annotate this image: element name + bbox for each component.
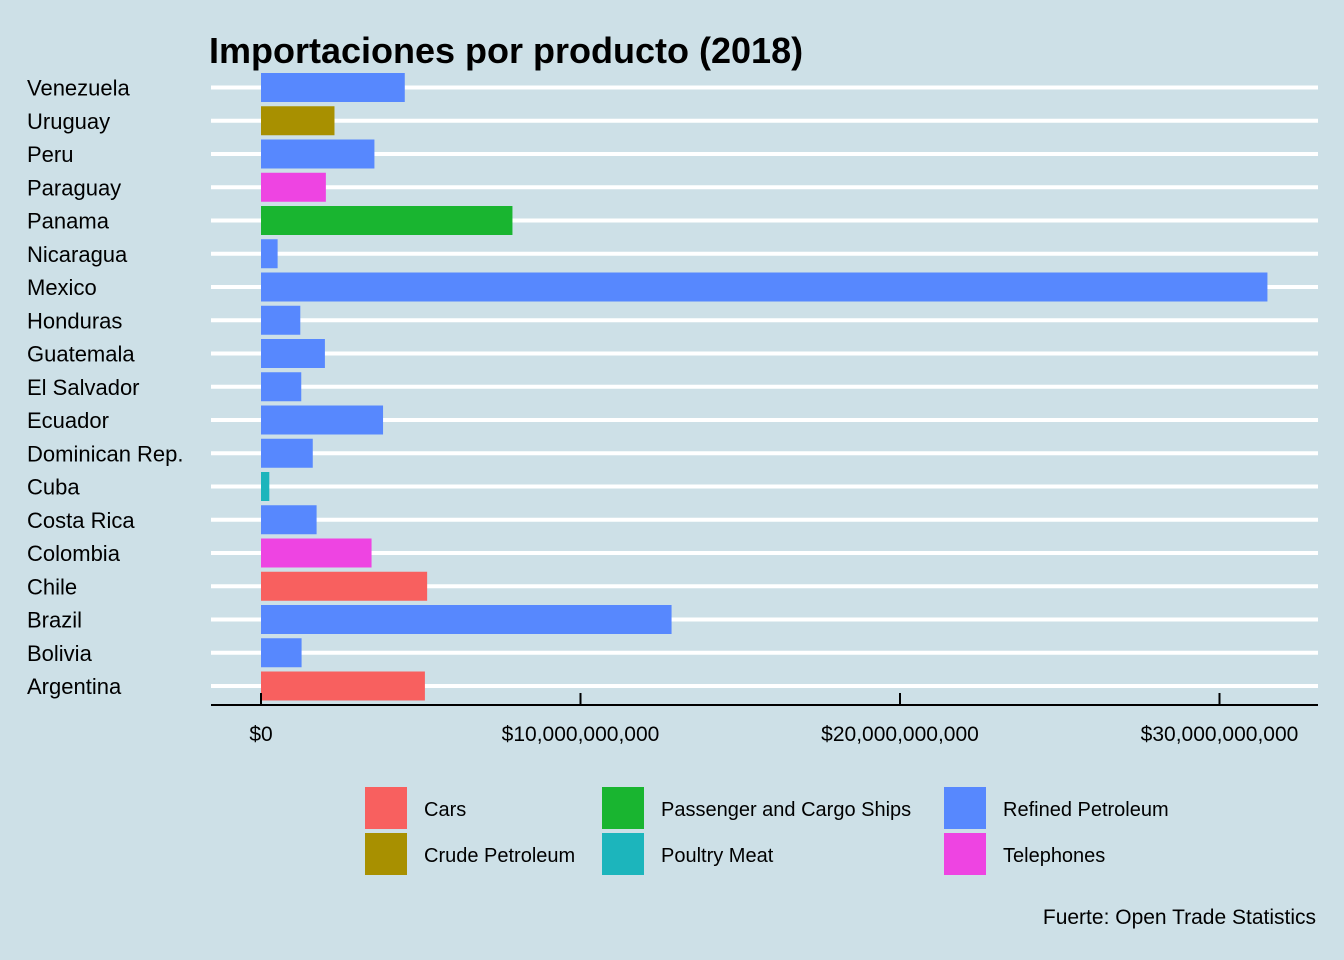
bar-guatemala (261, 339, 325, 368)
legend-swatch-refined-petroleum (944, 787, 986, 829)
legend-swatch-poultry-meat (602, 833, 644, 875)
bar-el-salvador (261, 372, 302, 402)
category-label-panama: Panama (27, 209, 110, 234)
legend-label-telephones: Telephones (1003, 845, 1105, 867)
bar-argentina (261, 671, 425, 701)
legend-swatch-crude-petroleum (365, 833, 407, 875)
category-label-ecuador: Ecuador (27, 408, 109, 433)
legend-label-crude-petroleum: Crude Petroleum (424, 845, 575, 867)
category-label-uruguay: Uruguay (27, 109, 110, 134)
legend-swatch-telephones (944, 833, 986, 875)
chart-caption: Fuerte: Open Trade Statistics (1043, 906, 1316, 929)
bar-cuba (261, 472, 270, 501)
category-labels: Venezuela Uruguay Peru Paraguay Panama Nicara… (27, 76, 184, 700)
legend-swatch-cars (365, 787, 407, 829)
category-label-nicaragua: Nicaragua (27, 242, 128, 267)
category-label-peru: Peru (27, 142, 73, 167)
bar-chile (261, 571, 428, 601)
bar-layer (261, 73, 1268, 701)
category-label-honduras: Honduras (27, 308, 122, 333)
legend-label-cars: Cars (424, 799, 466, 821)
category-label-guatemala: Guatemala (27, 342, 135, 367)
chart-title: Importaciones por producto (2018) (209, 30, 803, 71)
category-label-colombia: Colombia (27, 541, 121, 566)
category-label-venezuela: Venezuela (27, 76, 131, 101)
bar-panama (261, 206, 513, 235)
bar-nicaragua (261, 239, 278, 269)
category-label-mexico: Mexico (27, 275, 97, 300)
bar-bolivia (261, 638, 302, 668)
legend-label-poultry-meat: Poultry Meat (661, 845, 774, 867)
x-axis-ticks: $0 $10,000,000,000 $20,000,000,000 $30,000,… (249, 693, 1298, 746)
x-tick-label-2: $20,000,000,000 (821, 723, 979, 746)
bar-mexico (261, 272, 1268, 302)
category-label-cuba: Cuba (27, 475, 80, 500)
bar-uruguay (261, 106, 335, 136)
bar-honduras (261, 305, 301, 335)
category-label-bolivia: Bolivia (27, 641, 93, 666)
x-tick-label-3: $30,000,000,000 (1141, 723, 1299, 746)
x-tick-label-1: $10,000,000,000 (502, 723, 660, 746)
category-label-paraguay: Paraguay (27, 175, 121, 200)
category-label-el-salvador: El Salvador (27, 375, 140, 400)
bar-costa-rica (261, 505, 317, 535)
category-label-argentina: Argentina (27, 674, 122, 699)
category-label-brazil: Brazil (27, 608, 82, 633)
category-label-costa-rica: Costa Rica (27, 508, 135, 533)
x-tick-label-0: $0 (249, 723, 272, 746)
grid-layer (211, 85, 1318, 688)
bar-brazil (261, 605, 672, 634)
category-label-dominican-rep: Dominican Rep. (27, 441, 184, 466)
bar-dominican-rep (261, 438, 313, 468)
bar-ecuador (261, 405, 384, 435)
legend-label-passenger-and-cargo-ships: Passenger and Cargo Ships (661, 799, 911, 821)
category-label-chile: Chile (27, 574, 77, 599)
bar-peru (261, 139, 375, 169)
bar-colombia (261, 538, 372, 568)
bar-venezuela (261, 73, 405, 102)
legend-swatch-passenger-and-cargo-ships (602, 787, 644, 829)
legend: Cars Crude Petroleum Passenger and Cargo S… (365, 787, 1169, 875)
bar-paraguay (261, 172, 326, 202)
legend-label-refined-petroleum: Refined Petroleum (1003, 799, 1169, 821)
